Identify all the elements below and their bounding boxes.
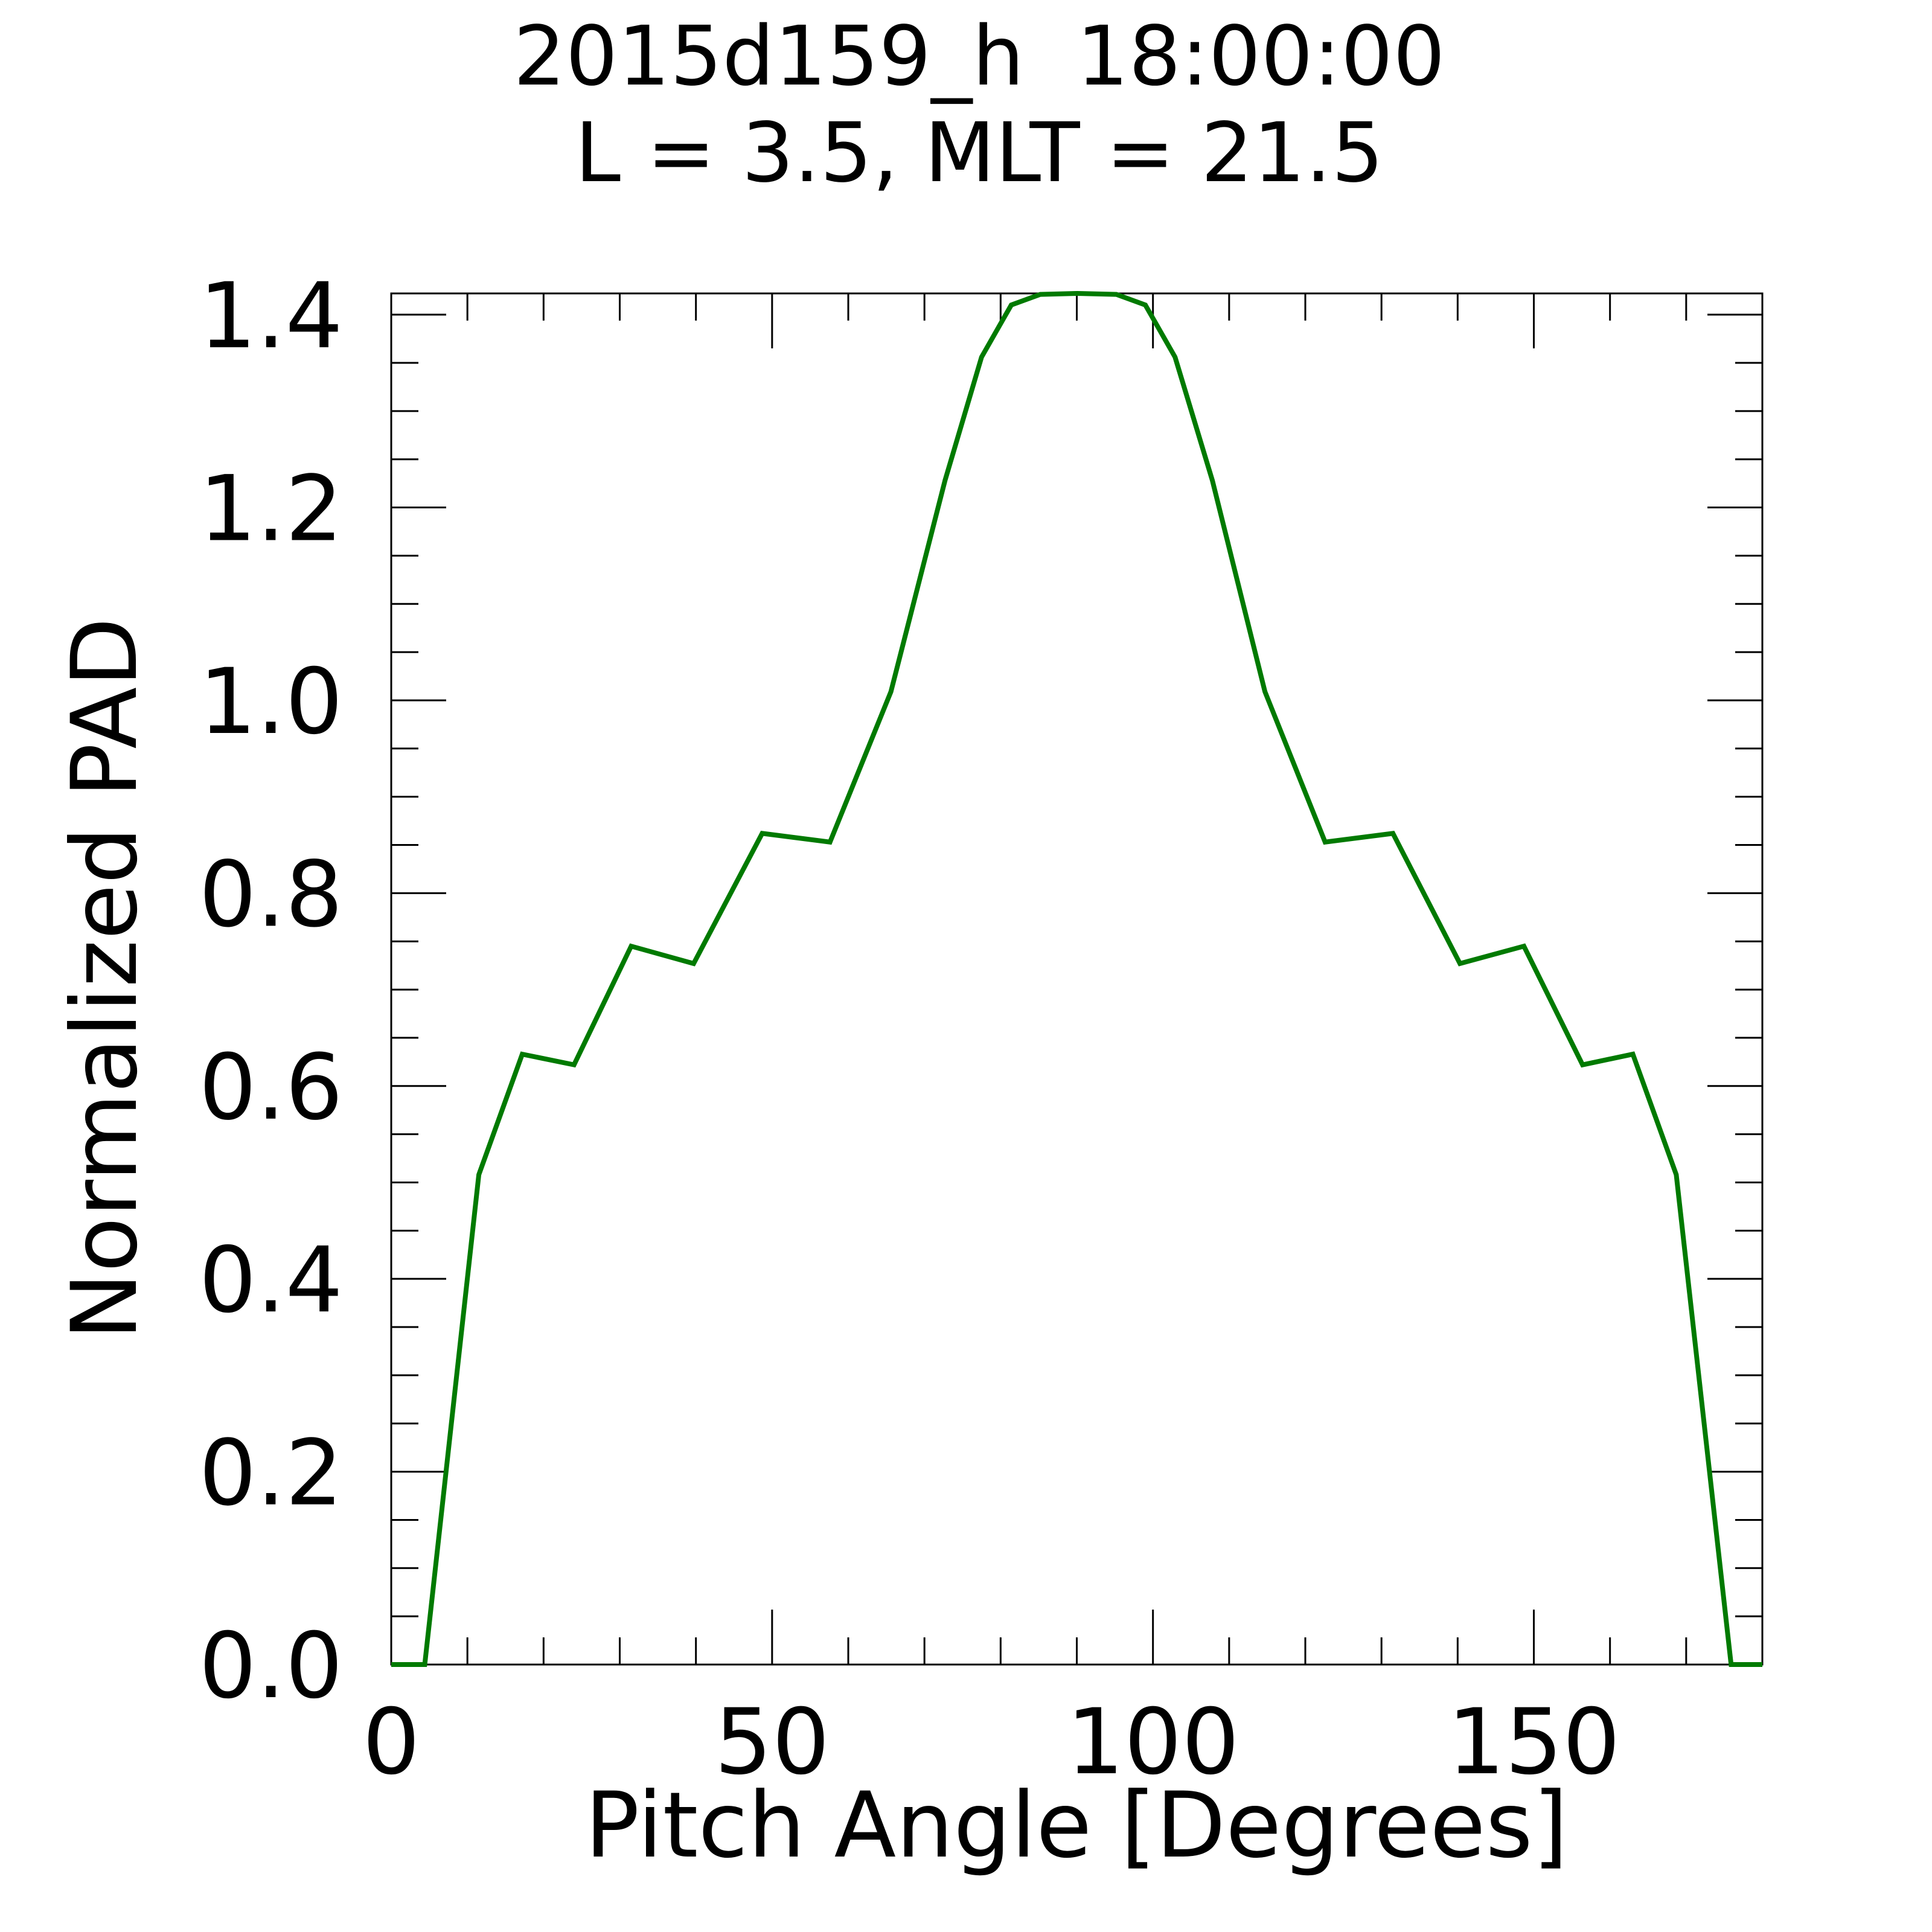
plot-frame (390, 292, 1764, 1666)
y-tick-label: 0.8 (199, 842, 343, 947)
y-tick-label: 1.0 (199, 650, 343, 755)
data-line (391, 290, 1762, 1667)
chart-title: 2015d159_h 18:00:00 (513, 9, 1445, 104)
x-tick-label: 100 (1067, 1690, 1239, 1795)
y-tick-label: 0.0 (199, 1614, 343, 1719)
y-tick-label: 0.6 (199, 1035, 343, 1140)
x-axis-label: Pitch Angle [Degrees] (585, 1773, 1569, 1878)
x-tick-label: 150 (1447, 1690, 1620, 1795)
y-tick-label: 0.2 (199, 1421, 343, 1526)
x-tick-label: 0 (362, 1690, 420, 1795)
y-axis-label: Normalized PAD (53, 617, 158, 1340)
chart-subtitle: L = 3.5, MLT = 21.5 (575, 106, 1384, 201)
y-tick-label: 1.4 (199, 264, 343, 369)
y-tick-label: 0.4 (199, 1228, 343, 1333)
x-tick-label: 50 (714, 1690, 830, 1795)
y-tick-label: 1.2 (199, 457, 343, 562)
